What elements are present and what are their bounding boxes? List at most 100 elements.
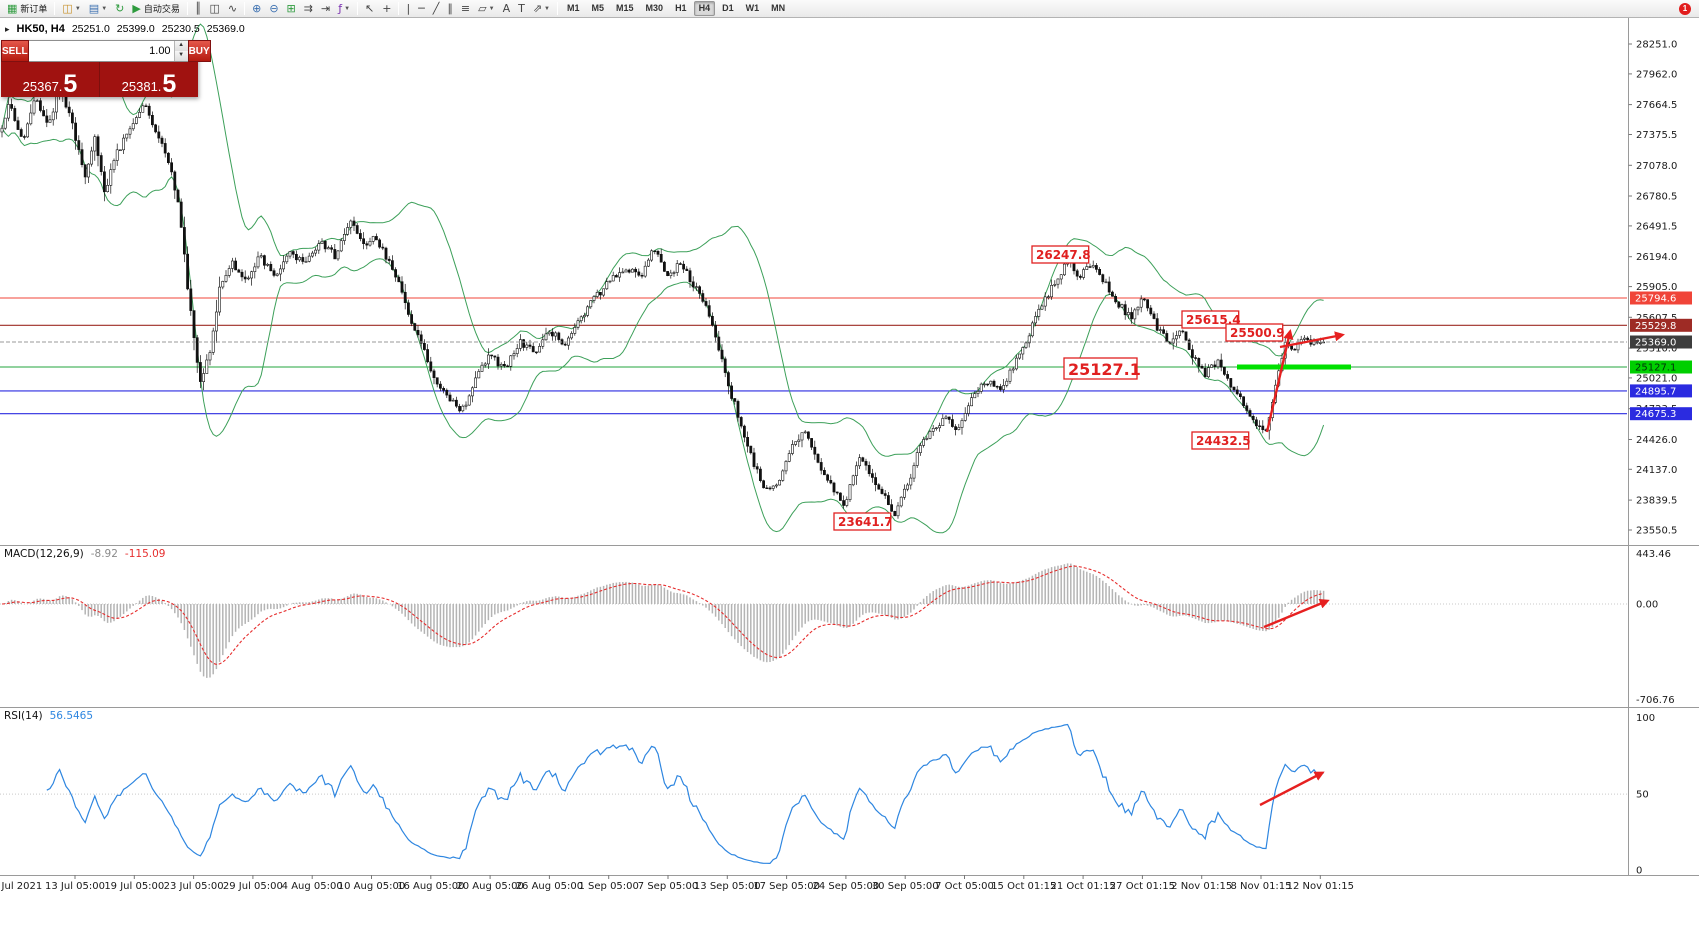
- svg-text:24137.0: 24137.0: [1636, 465, 1677, 476]
- auto-trading-button-label: 自动交易: [143, 4, 180, 14]
- svg-text:443.46: 443.46: [1636, 549, 1671, 560]
- zoom-out-button[interactable]: ⊖: [265, 1, 282, 17]
- svg-text:1 Sep 05:00: 1 Sep 05:00: [579, 881, 639, 892]
- horizontal-line-button[interactable]: ─: [414, 1, 429, 17]
- vertical-line-button[interactable]: |: [402, 1, 414, 17]
- svg-text:26 Aug 05:00: 26 Aug 05:00: [516, 881, 583, 892]
- dropdown-caret-icon: ▼: [101, 5, 108, 12]
- svg-text:2 Nov 01:15: 2 Nov 01:15: [1171, 881, 1232, 892]
- symbol-info: ▸ HK50, H4 25251.0 25399.0 25230.5 25369…: [5, 22, 245, 36]
- lot-increase-button[interactable]: ▲: [174, 41, 188, 51]
- sell-button[interactable]: SELL: [1, 40, 29, 62]
- svg-text:8 Nov 01:15: 8 Nov 01:15: [1230, 881, 1291, 892]
- timeframe-m30-button[interactable]: M30: [645, 3, 664, 13]
- ohlc-high: 25399.0: [116, 23, 155, 35]
- ohlc-low: 25230.5: [161, 23, 200, 35]
- svg-text:7 Oct 05:00: 7 Oct 05:00: [935, 881, 994, 892]
- chart-shift-button[interactable]: ⇥: [317, 1, 334, 17]
- svg-text:25310.0: 25310.0: [1636, 344, 1677, 355]
- svg-text:0: 0: [1636, 866, 1642, 877]
- arrows-button[interactable]: ⇗ ▼: [529, 1, 554, 17]
- buy-button[interactable]: BUY: [187, 40, 211, 62]
- svg-text:28251.0: 28251.0: [1636, 40, 1677, 51]
- lot-spinner: ▲ ▼: [173, 41, 188, 61]
- svg-text:27664.5: 27664.5: [1636, 100, 1677, 111]
- tile-windows-button[interactable]: ⊞: [283, 1, 300, 17]
- notification-badge[interactable]: 1: [1679, 2, 1691, 15]
- svg-text:23641.7: 23641.7: [838, 515, 893, 529]
- fibonacci-button[interactable]: ≡: [457, 1, 474, 17]
- text-label-icon: T: [518, 1, 525, 15]
- svg-text:25607.5: 25607.5: [1636, 313, 1677, 324]
- oneclick-toggle-icon[interactable]: ▸: [5, 23, 10, 34]
- auto-scroll-button[interactable]: ⇉: [300, 1, 317, 17]
- candlestick-chart-button[interactable]: ◫: [205, 1, 223, 17]
- bar-chart-icon: ║: [194, 1, 202, 15]
- horizontal-line-icon: ─: [418, 1, 425, 15]
- text-button[interactable]: A: [499, 1, 515, 17]
- channel-icon: ∥: [447, 1, 453, 15]
- svg-text:25127.1: 25127.1: [1635, 363, 1676, 374]
- svg-text:15 Oct 01:15: 15 Oct 01:15: [991, 881, 1056, 892]
- refresh-icon: ↻: [115, 1, 125, 15]
- svg-text:RSI(14)56.5465: RSI(14) 56.5465: [4, 710, 93, 722]
- timeframe-h4-button[interactable]: H4: [693, 1, 716, 16]
- timeframe-m15-button[interactable]: M15: [616, 3, 634, 13]
- candlestick-chart-icon: ◫: [209, 1, 220, 15]
- toolbar-divider: [398, 2, 400, 15]
- buy-price[interactable]: 25381. 5: [99, 62, 198, 97]
- svg-text:25021.0: 25021.0: [1636, 373, 1677, 384]
- zoom-in-icon: ⊕: [252, 1, 262, 15]
- toolbar: ▦ 新订单 ◫ ▼ ▤ ▼ ↻ ▶ 自动交易 ║ ◫ ∿ ⊕ ⊖ ⊞ ⇉ ⇥ ƒ ▼ ↖ + | ─ ╱ ∥ ≡ ▱ ▼ A T ⇗ ▼ M1 M…: [0, 0, 1699, 18]
- dropdown-caret-icon: ▼: [488, 5, 495, 12]
- svg-text:16 Aug 05:00: 16 Aug 05:00: [397, 881, 464, 892]
- line-chart-button[interactable]: ∿: [224, 1, 241, 17]
- timeframe-mn-button[interactable]: MN: [771, 3, 786, 13]
- sell-price-big-digit: 5: [63, 70, 78, 98]
- svg-text:19 Jul 05:00: 19 Jul 05:00: [104, 881, 164, 892]
- timeframe-m5-button[interactable]: M5: [591, 3, 605, 13]
- text-label-button[interactable]: T: [514, 1, 529, 17]
- indicator-labels: MACD(12,26,9) -8.92 -115.09 RSI(14) 56.5465: [4, 548, 165, 722]
- toolbar-divider: [557, 2, 558, 15]
- sell-price[interactable]: 25367. 5: [1, 62, 99, 97]
- tile-windows-icon: ⊞: [286, 1, 296, 15]
- svg-text:13 Sep 05:00: 13 Sep 05:00: [694, 881, 761, 892]
- chart-canvas[interactable]: 28251.0 27962.0 27664.5 27375.5 27078.0 26780…: [0, 18, 1699, 939]
- zoom-in-button[interactable]: ⊕: [248, 1, 265, 17]
- svg-text:25127.1: 25127.1: [1068, 360, 1141, 379]
- price-annotations[interactable]: 26247.825615.425500.925127.124432.523641…: [833, 245, 1285, 531]
- price-scale[interactable]: 28251.0 27962.0 27664.5 27375.5 27078.0 26780…: [1628, 40, 1678, 877]
- cursor-button[interactable]: ↖: [361, 1, 378, 17]
- profiles-button[interactable]: ▤ ▼: [85, 1, 111, 17]
- svg-text:26491.5: 26491.5: [1636, 221, 1677, 232]
- refresh-button[interactable]: ↻: [111, 1, 128, 17]
- channel-button[interactable]: ∥: [443, 1, 457, 17]
- auto-trading-icon: ▶: [132, 1, 141, 15]
- new-order-button[interactable]: ▦ 新订单: [3, 1, 51, 17]
- timeframe-h1-button[interactable]: H1: [675, 3, 687, 13]
- svg-text:4 Aug 05:00: 4 Aug 05:00: [282, 881, 343, 892]
- svg-text:23 Jul 05:00: 23 Jul 05:00: [164, 881, 224, 892]
- svg-text:24426.0: 24426.0: [1636, 435, 1677, 446]
- indicators-button[interactable]: ƒ ▼: [334, 1, 354, 17]
- lot-size-input[interactable]: [28, 41, 174, 61]
- timeframe-m1-button[interactable]: M1: [567, 3, 580, 13]
- trend-arrows[interactable]: [1259, 329, 1345, 807]
- chart-shift-icon: ⇥: [320, 1, 331, 15]
- shapes-button[interactable]: ▱ ▼: [474, 1, 498, 17]
- bar-chart-button[interactable]: ║: [191, 1, 206, 17]
- svg-text:24 Sep 05:00: 24 Sep 05:00: [813, 881, 880, 892]
- timeframe-d1-button[interactable]: D1: [722, 3, 734, 13]
- trendline-button[interactable]: ╱: [429, 1, 444, 17]
- auto-trading-button[interactable]: ▶ 自动交易: [128, 1, 183, 17]
- new-chart-button[interactable]: ◫ ▼: [58, 1, 84, 17]
- timeframe-w1-button[interactable]: W1: [745, 3, 760, 13]
- dropdown-caret-icon: ▼: [544, 5, 550, 12]
- bollinger-bands: [1, 23, 1325, 534]
- crosshair-button[interactable]: +: [378, 1, 395, 17]
- crosshair-icon: +: [382, 1, 392, 15]
- svg-text:29 Jul 05:00: 29 Jul 05:00: [223, 881, 283, 892]
- lot-decrease-button[interactable]: ▼: [174, 51, 188, 61]
